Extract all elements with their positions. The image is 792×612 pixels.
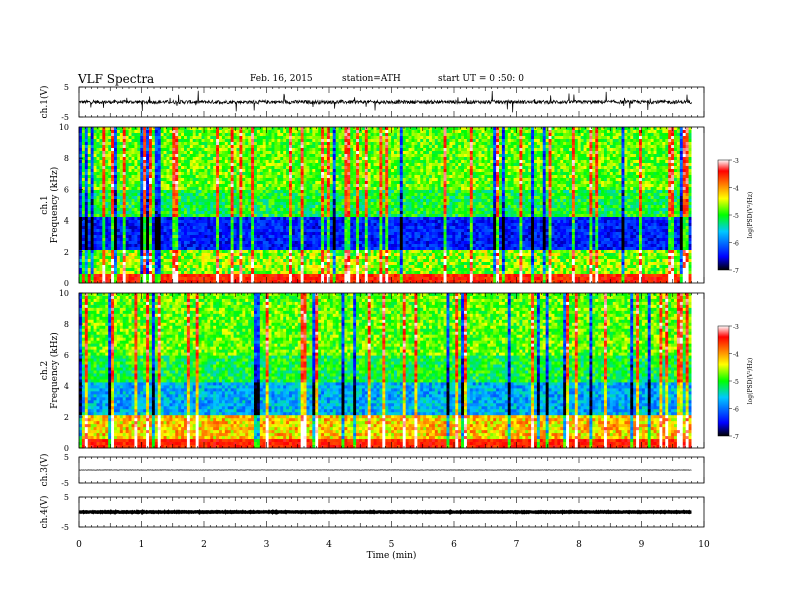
ch1-spectrogram-colorbar-tick-0: -3 bbox=[733, 158, 739, 165]
x-ticks-panel-3 bbox=[78, 457, 705, 483]
station-label: station=ATH bbox=[342, 74, 401, 84]
ch1-spectrogram-colorbar-label: log(PSD(V²/Hz) bbox=[747, 192, 754, 239]
ch1-waveform-ytick-0: 5 bbox=[64, 83, 69, 92]
ch2-spectrogram-colorbar-tick-2: -5 bbox=[733, 379, 739, 386]
ch2-spectrogram-colorbar bbox=[717, 325, 730, 437]
ch1-spectrogram-ytick-4: 8 bbox=[64, 154, 69, 163]
ch1-spectrogram-colorbar-tick-1: -4 bbox=[733, 186, 739, 193]
ch2-spectrogram-ytick-2: 4 bbox=[64, 382, 69, 391]
x-tick-label-2: 2 bbox=[201, 540, 207, 550]
x-tick-label-4: 4 bbox=[326, 540, 332, 550]
chart-title: VLF Spectra bbox=[78, 72, 154, 86]
ch2-spectrogram-ylabel-frequency: Frequency (kHz) bbox=[49, 332, 60, 409]
ch2-spectrogram-ytick-5: 10 bbox=[59, 289, 69, 298]
x-tick-label-8: 8 bbox=[576, 540, 582, 550]
ch4-waveform-ytick-0: 5 bbox=[64, 493, 69, 502]
ch1-spectrogram-colorbar-tick-3: -6 bbox=[733, 241, 739, 248]
ch2-spectrogram-colorbar-tick-3: -6 bbox=[733, 407, 739, 414]
x-ticks-panel-1 bbox=[78, 127, 705, 283]
x-ticks-panel-0 bbox=[78, 87, 705, 117]
start-time-label: start UT = 0 :50: 0 bbox=[438, 74, 524, 84]
ch2-spectrogram-ytick-0: 0 bbox=[64, 444, 69, 453]
ch1-spectrogram-ytick-1: 2 bbox=[64, 248, 69, 257]
ch1-spectrogram-ytick-5: 10 bbox=[59, 123, 69, 132]
ch2-spectrogram-ytick-1: 2 bbox=[64, 413, 69, 422]
ch2-spectrogram-colorbar-tick-4: -7 bbox=[733, 434, 739, 441]
ch1-spectrogram-colorbar-tick-2: -5 bbox=[733, 213, 739, 220]
ch1-spectrogram-ytick-3: 6 bbox=[64, 185, 69, 194]
ch4-waveform-ytick-1: -5 bbox=[61, 523, 69, 532]
ch1-spectrogram-image bbox=[79, 127, 692, 284]
ch2-spectrogram-ytick-3: 6 bbox=[64, 351, 69, 360]
x-tick-label-1: 1 bbox=[139, 540, 145, 550]
ch2-spectrogram-colorbar-tick-0: -3 bbox=[733, 324, 739, 331]
ch1-waveform-trace bbox=[78, 90, 692, 113]
ch2-spectrogram-colorbar-label: log(PSD(V²/Hz) bbox=[747, 358, 754, 405]
ch3-waveform-ylabel: ch.3(V) bbox=[39, 454, 50, 487]
ch2-spectrogram-ylabel-channel: ch.2 bbox=[40, 361, 50, 380]
ch1-spectrogram-colorbar-tick-4: -7 bbox=[733, 268, 739, 275]
x-tick-label-0: 0 bbox=[76, 540, 82, 550]
ch1-spectrogram-ytick-2: 4 bbox=[64, 217, 69, 226]
x-ticks-panel-4 bbox=[78, 497, 705, 527]
x-tick-label-7: 7 bbox=[514, 540, 520, 550]
x-tick-label-3: 3 bbox=[264, 540, 270, 550]
ch1-waveform-ytick-1: -5 bbox=[61, 113, 69, 122]
date-label: Feb. 16, 2015 bbox=[250, 74, 313, 84]
x-axis-label: Time (min) bbox=[367, 550, 417, 561]
x-tick-label-5: 5 bbox=[389, 540, 395, 550]
ch1-waveform-ylabel: ch.1(V) bbox=[39, 86, 50, 119]
ch3-waveform-ytick-0: 5 bbox=[64, 453, 69, 462]
x-tick-label-10: 10 bbox=[698, 540, 710, 550]
x-ticks-panel-2 bbox=[78, 293, 705, 448]
ch1-spectrogram-ylabel-channel: ch.1 bbox=[40, 195, 50, 214]
ch4-waveform-ylabel: ch.4(V) bbox=[39, 496, 50, 529]
ch2-spectrogram-colorbar-tick-1: -4 bbox=[733, 352, 739, 359]
ch1-spectrogram-ylabel-frequency: Frequency (kHz) bbox=[49, 167, 60, 244]
x-tick-label-6: 6 bbox=[451, 540, 457, 550]
ch3-waveform-ytick-1: -5 bbox=[61, 479, 69, 488]
ch1-spectrogram-colorbar bbox=[717, 159, 730, 271]
ch2-spectrogram-image bbox=[79, 293, 692, 449]
ch1-spectrogram-ytick-0: 0 bbox=[64, 279, 69, 288]
ch2-spectrogram-ytick-4: 8 bbox=[64, 320, 69, 329]
ch4-waveform-trace bbox=[78, 509, 692, 515]
x-tick-label-9: 9 bbox=[639, 540, 645, 550]
